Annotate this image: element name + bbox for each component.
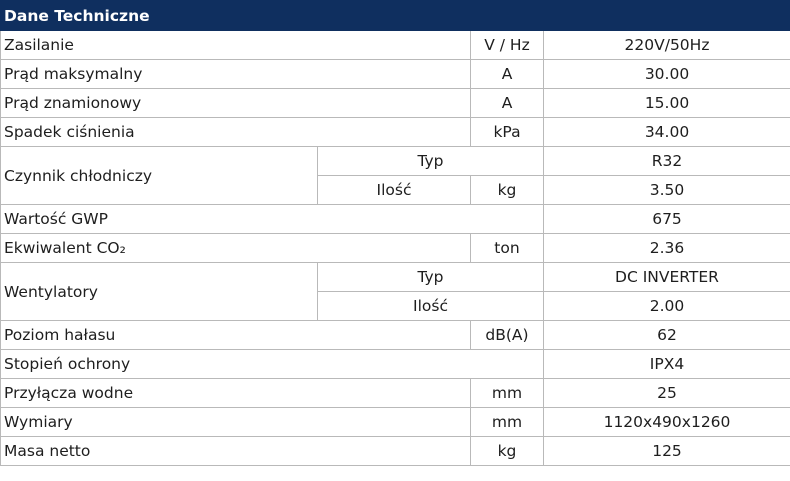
- label: Poziom hałasu: [0, 320, 471, 350]
- header-title: Dane Techniczne: [0, 0, 790, 31]
- label: Masa netto: [0, 436, 471, 466]
- header-row: Dane Techniczne: [0, 0, 790, 31]
- unit: ton: [470, 233, 544, 263]
- label: Ekwiwalent CO₂: [0, 233, 471, 263]
- label: Prąd znamionowy: [0, 88, 471, 118]
- row: Wartość GWP 675: [0, 204, 790, 234]
- row: Ilość 2.00: [1, 291, 790, 321]
- row: Masa netto kg 125: [0, 436, 790, 466]
- value: 125: [543, 436, 790, 466]
- row: Ekwiwalent CO₂ ton 2.36: [0, 233, 790, 263]
- sub-label: Ilość: [317, 291, 544, 321]
- unit: A: [470, 88, 544, 118]
- row: Przyłącza wodne mm 25: [0, 378, 790, 408]
- unit: kPa: [470, 117, 544, 147]
- label: Zasilanie: [0, 30, 471, 60]
- value: 25: [543, 378, 790, 408]
- value: 3.50: [543, 175, 790, 205]
- label: Stopień ochrony: [0, 349, 544, 379]
- sub-label: Typ: [317, 146, 544, 176]
- value: 675: [543, 204, 790, 234]
- row: Prąd maksymalny A 30.00: [0, 59, 790, 89]
- unit: kg: [470, 436, 544, 466]
- row: Zasilanie V / Hz 220V/50Hz: [0, 30, 790, 60]
- value: IPX4: [543, 349, 790, 379]
- label: Przyłącza wodne: [0, 378, 471, 408]
- value: 30.00: [543, 59, 790, 89]
- row: Poziom hałasu dB(A) 62: [0, 320, 790, 350]
- value: 1120x490x1260: [543, 407, 790, 437]
- row: Spadek ciśnienia kPa 34.00: [0, 117, 790, 147]
- unit: A: [470, 59, 544, 89]
- value: 34.00: [543, 117, 790, 147]
- value: R32: [543, 146, 790, 176]
- row: Czynnik chłodniczy Typ R32: [0, 146, 790, 205]
- value: 2.36: [543, 233, 790, 263]
- unit: mm: [470, 407, 544, 437]
- sub-label: Ilość: [317, 175, 471, 205]
- row: Wymiary mm 1120x490x1260: [0, 407, 790, 437]
- label: Wentylatory: [0, 262, 318, 321]
- label: Czynnik chłodniczy: [0, 146, 318, 205]
- label: Spadek ciśnienia: [0, 117, 471, 147]
- value: 62: [543, 320, 790, 350]
- sub-label: Typ: [317, 262, 544, 292]
- row: Wentylatory Typ DC INVERTER: [0, 262, 790, 321]
- unit: dB(A): [470, 320, 544, 350]
- unit: mm: [470, 378, 544, 408]
- value: 220V/50Hz: [543, 30, 790, 60]
- row: Prąd znamionowy A 15.00: [0, 88, 790, 118]
- value: 15.00: [543, 88, 790, 118]
- label: Prąd maksymalny: [0, 59, 471, 89]
- label: Wymiary: [0, 407, 471, 437]
- unit: kg: [470, 175, 544, 205]
- row: Stopień ochrony IPX4: [0, 349, 790, 379]
- label: Wartość GWP: [0, 204, 544, 234]
- value: DC INVERTER: [543, 262, 790, 292]
- unit: V / Hz: [470, 30, 544, 60]
- value: 2.00: [543, 291, 790, 321]
- spec-table: Dane Techniczne Zasilanie V / Hz 220V/50Hz…: [0, 0, 790, 466]
